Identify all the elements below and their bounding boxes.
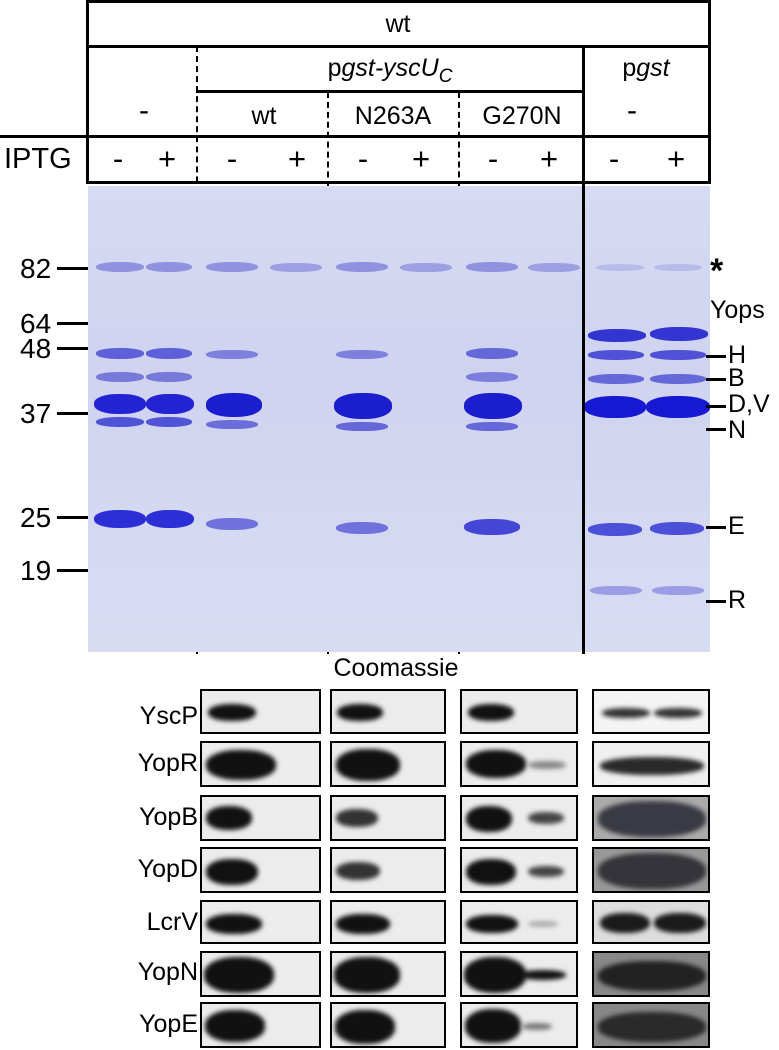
marker-82: 82: [20, 253, 52, 284]
marker-64: 64: [20, 308, 52, 339]
protein-label-yopb: YopB: [139, 803, 198, 831]
no-plasmid-label: -: [139, 94, 149, 127]
header-top-border: [88, 0, 710, 3]
marker-tick: [57, 267, 88, 270]
iptg-state: -: [608, 141, 620, 176]
blot-panel: [330, 1002, 446, 1048]
blot-panel: [200, 951, 321, 997]
blot-panel: [592, 741, 710, 787]
band-tick: [706, 600, 726, 603]
gel-pgst-divider: [582, 184, 585, 654]
blot-panel: [460, 900, 578, 944]
band-label-dv: D,V: [728, 390, 770, 418]
iptg-state: -: [357, 141, 369, 176]
blot-panel: [330, 689, 446, 734]
ctrl-variant-label: -: [627, 94, 637, 127]
coomassie-gel: [88, 186, 710, 652]
band-label-e: E: [728, 512, 745, 540]
band-tick: [706, 428, 726, 431]
blot-panel: [592, 795, 710, 841]
band-tick: [706, 526, 726, 529]
band-label-star: *: [710, 252, 724, 290]
variant-g270n-label: G270N: [482, 102, 562, 130]
header-bottom-border: [88, 181, 710, 184]
band-label-n: N: [728, 416, 747, 444]
header-divider-1: [88, 45, 710, 48]
blot-panel: [460, 795, 578, 841]
band-label-b: B: [728, 364, 745, 392]
protein-label-yope: YopE: [139, 1010, 198, 1038]
iptg-state: -: [112, 141, 124, 176]
header-left-border: [86, 0, 89, 184]
protein-label-yscp: YscP: [139, 702, 198, 730]
iptg-state: -: [226, 141, 238, 176]
protein-label-yopd: YopD: [137, 855, 198, 883]
plasmid-ctrl-label: pgst: [622, 54, 670, 82]
band-label-h: H: [728, 341, 747, 369]
marker-tick: [57, 412, 88, 415]
blot-panel: [330, 951, 446, 997]
header-divider-2: [196, 90, 584, 93]
blot-panel: [330, 900, 446, 944]
blot-panel: [200, 795, 321, 841]
plasmid-main-label: pgst-yscUC: [327, 54, 453, 87]
blot-panel: [200, 847, 321, 893]
iptg-state: +: [157, 141, 177, 176]
band-tick: [706, 378, 726, 381]
protein-label-yopr: YopR: [137, 749, 198, 777]
marker-37: 37: [20, 398, 52, 429]
blot-panel: [200, 689, 321, 734]
blot-panel: [200, 900, 321, 944]
iptg-state: +: [539, 141, 559, 176]
blot-panel: [330, 847, 446, 893]
protein-label-yopn: YopN: [137, 958, 198, 986]
header-pgst-divider: [582, 45, 585, 184]
band-tick: [706, 405, 726, 408]
blot-panel: [460, 847, 578, 893]
blot-panel: [460, 689, 578, 734]
band-tick: [706, 355, 726, 358]
blot-panel: [330, 741, 446, 787]
blot-panel: [592, 847, 710, 893]
marker-tick: [57, 322, 88, 325]
band-label-r: R: [728, 586, 747, 614]
blot-panel: [330, 795, 446, 841]
marker-tick: [57, 516, 88, 519]
variant-wt-label: wt: [251, 102, 277, 130]
blot-panel: [592, 951, 710, 997]
marker-tick: [57, 569, 88, 572]
blot-panel: [200, 741, 321, 787]
blot-panel: [592, 900, 710, 944]
protein-label-lcrv: LcrV: [146, 908, 198, 936]
blot-panel: [592, 689, 710, 734]
iptg-state: +: [666, 141, 686, 176]
blot-panel: [592, 1002, 710, 1048]
blot-panel: [460, 741, 578, 787]
iptg-state: -: [487, 141, 499, 176]
header-divider-3: [0, 135, 710, 138]
header-right-border: [708, 0, 711, 184]
marker-25: 25: [20, 502, 52, 533]
variant-n263a-label: N263A: [354, 102, 432, 130]
marker-19: 19: [20, 555, 52, 586]
coomassie-caption: Coomassie: [333, 654, 459, 682]
marker-tick: [57, 347, 88, 350]
iptg-state: +: [411, 141, 431, 176]
blot-panel: [200, 1002, 321, 1048]
blot-panel: [460, 951, 578, 997]
marker-48: 48: [20, 333, 52, 364]
iptg-label: IPTG: [4, 143, 72, 175]
strain-label: wt: [385, 10, 411, 38]
band-label-yops: Yops: [710, 296, 765, 324]
blot-panel: [460, 1002, 578, 1048]
iptg-state: +: [287, 141, 307, 176]
